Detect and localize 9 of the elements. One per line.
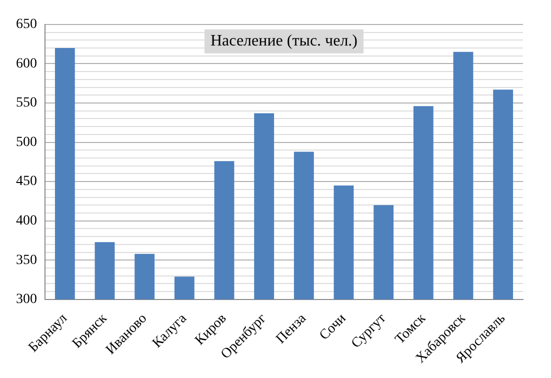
y-tick-label: 650 bbox=[16, 17, 37, 32]
y-tick-label: 400 bbox=[16, 214, 37, 229]
y-tick-label: 350 bbox=[16, 252, 37, 268]
text: Население (тыс. чел.) bbox=[210, 32, 358, 50]
y-tick-label: 600 bbox=[16, 56, 37, 72]
y-tick-label: 450 bbox=[16, 174, 37, 190]
y-tick-label: 550 bbox=[16, 96, 37, 111]
y-tick-label: 500 bbox=[16, 134, 37, 150]
y-tick-label: 300 bbox=[16, 292, 37, 308]
